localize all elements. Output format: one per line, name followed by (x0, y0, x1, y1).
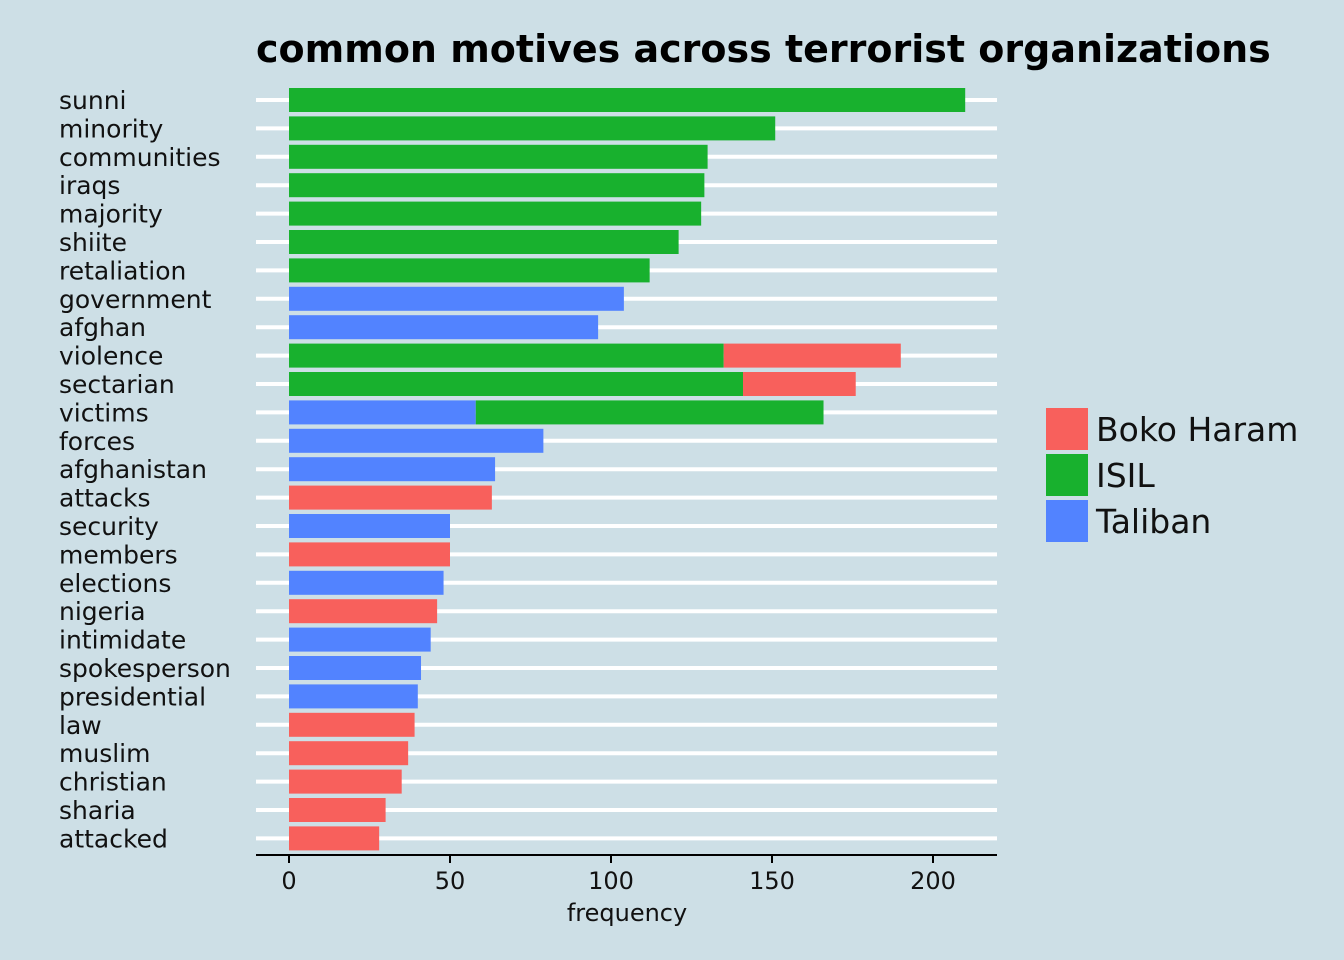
category-label: nigeria (59, 597, 146, 626)
category-label: government (59, 285, 212, 314)
bar-taliban (289, 286, 624, 311)
bar-isil (289, 343, 724, 368)
x-tick-label: 50 (435, 867, 466, 895)
legend-label: ISIL (1096, 456, 1155, 495)
category-label: spokesperson (59, 654, 231, 683)
category-label: members (59, 540, 178, 569)
category-label: shiite (59, 228, 127, 257)
bar-boko-haram (289, 798, 386, 822)
category-label: retaliation (59, 256, 186, 285)
bar-taliban (289, 428, 544, 453)
category-label: attacked (59, 824, 168, 853)
bar-isil (289, 116, 776, 141)
category-label: sharia (59, 796, 136, 825)
bar-boko-haram (289, 769, 402, 794)
bar-taliban (289, 514, 450, 538)
category-label: elections (59, 569, 171, 598)
legend: Boko Haram ISIL Taliban (1046, 408, 1298, 542)
bar-isil (289, 173, 705, 198)
bar-boko-haram (723, 343, 901, 368)
bar-isil (289, 230, 679, 254)
legend-label: Boko Haram (1096, 410, 1298, 449)
bar-taliban (289, 457, 496, 482)
bar-taliban (289, 656, 422, 680)
bar-taliban (289, 400, 476, 425)
category-label: minority (59, 114, 163, 143)
category-label: muslim (59, 739, 150, 768)
bar-boko-haram (289, 741, 409, 766)
x-axis: 0 50 100 150 200 (256, 854, 997, 895)
category-label: intimidate (59, 626, 186, 655)
category-label: security (59, 512, 159, 541)
legend-swatch (1046, 454, 1088, 496)
category-label: christian (59, 768, 167, 797)
x-axis-title: frequency (567, 899, 687, 927)
category-label: sectarian (59, 370, 175, 399)
legend-swatch (1046, 408, 1088, 450)
bar-taliban (289, 627, 431, 652)
category-label: attacks (59, 484, 151, 513)
bar-isil (289, 88, 966, 112)
category-labels: sunniminoritycommunitiesiraqsmajorityshi… (59, 86, 231, 853)
category-label: majority (59, 200, 163, 229)
bar-taliban (289, 684, 418, 709)
category-label: law (59, 711, 102, 740)
category-label: afghan (59, 313, 146, 342)
category-label: violence (59, 342, 163, 371)
category-label: communities (59, 143, 221, 172)
category-label: forces (59, 427, 135, 456)
x-tick-label: 0 (281, 867, 296, 895)
x-tick-label: 200 (910, 867, 956, 895)
category-label: victims (59, 398, 149, 427)
bar-boko-haram (289, 826, 380, 851)
bars (289, 88, 966, 851)
legend-label: Taliban (1095, 502, 1211, 541)
x-tick-label: 150 (749, 867, 795, 895)
bar-boko-haram (289, 712, 415, 737)
bar-taliban (289, 570, 444, 595)
bar-boko-haram (289, 542, 450, 567)
legend-swatch (1046, 500, 1088, 542)
category-label: presidential (59, 682, 206, 711)
bar-taliban (289, 315, 599, 340)
bar-boko-haram (289, 485, 492, 510)
category-label: afghanistan (59, 455, 207, 484)
category-label: sunni (59, 86, 127, 115)
chart-title: common motives across terrorist organiza… (256, 27, 1271, 71)
bar-isil (289, 201, 702, 226)
bar-isil (289, 372, 744, 396)
bar-boko-haram (743, 372, 856, 396)
bar-boko-haram (289, 599, 438, 624)
x-tick-label: 100 (588, 867, 634, 895)
category-label: iraqs (59, 171, 120, 200)
bar-isil (475, 400, 824, 425)
bar-isil (289, 144, 708, 169)
bar-isil (289, 258, 650, 283)
